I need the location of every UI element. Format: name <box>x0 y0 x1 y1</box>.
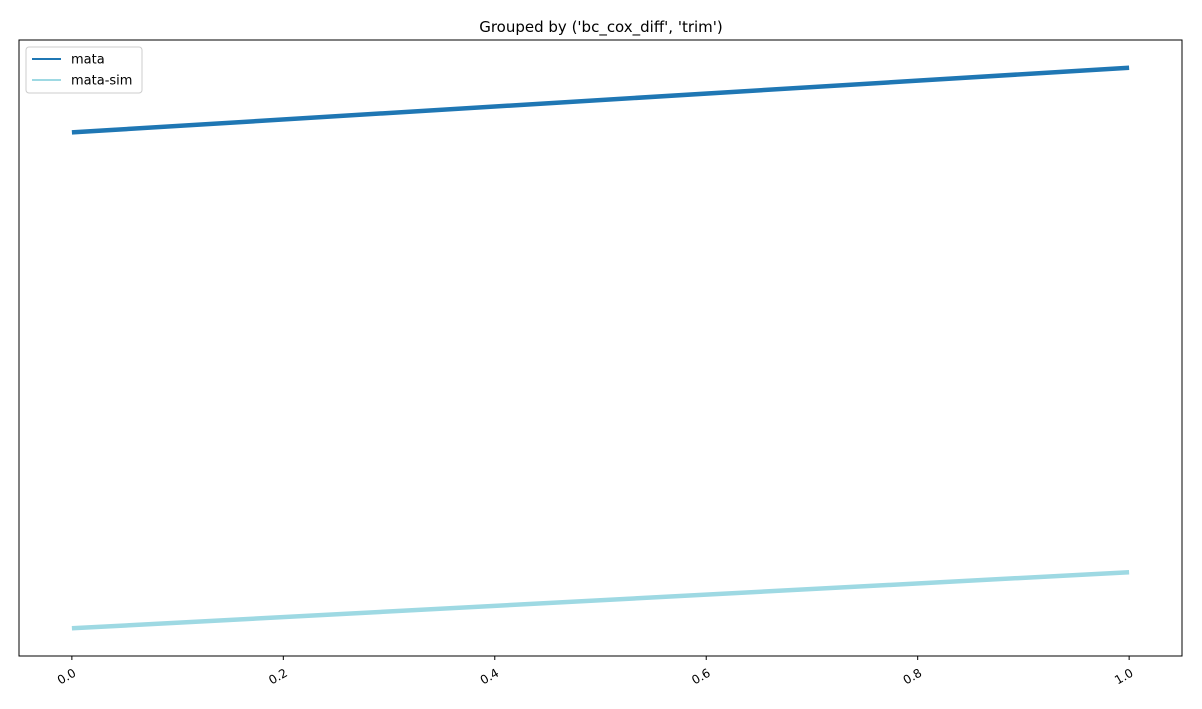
legend-label-mata: mata <box>71 53 105 68</box>
series-line-mata-sim <box>71 569 1130 631</box>
chart-title: Grouped by ('bc_cox_diff', 'trim') <box>479 18 723 37</box>
legend-label-mata-sim: mata-sim <box>71 74 132 89</box>
legend: mata mata-sim <box>25 46 143 94</box>
plot-area-frame <box>18 39 1183 657</box>
series-line-mata <box>71 65 1130 135</box>
series-layer <box>71 65 1130 631</box>
